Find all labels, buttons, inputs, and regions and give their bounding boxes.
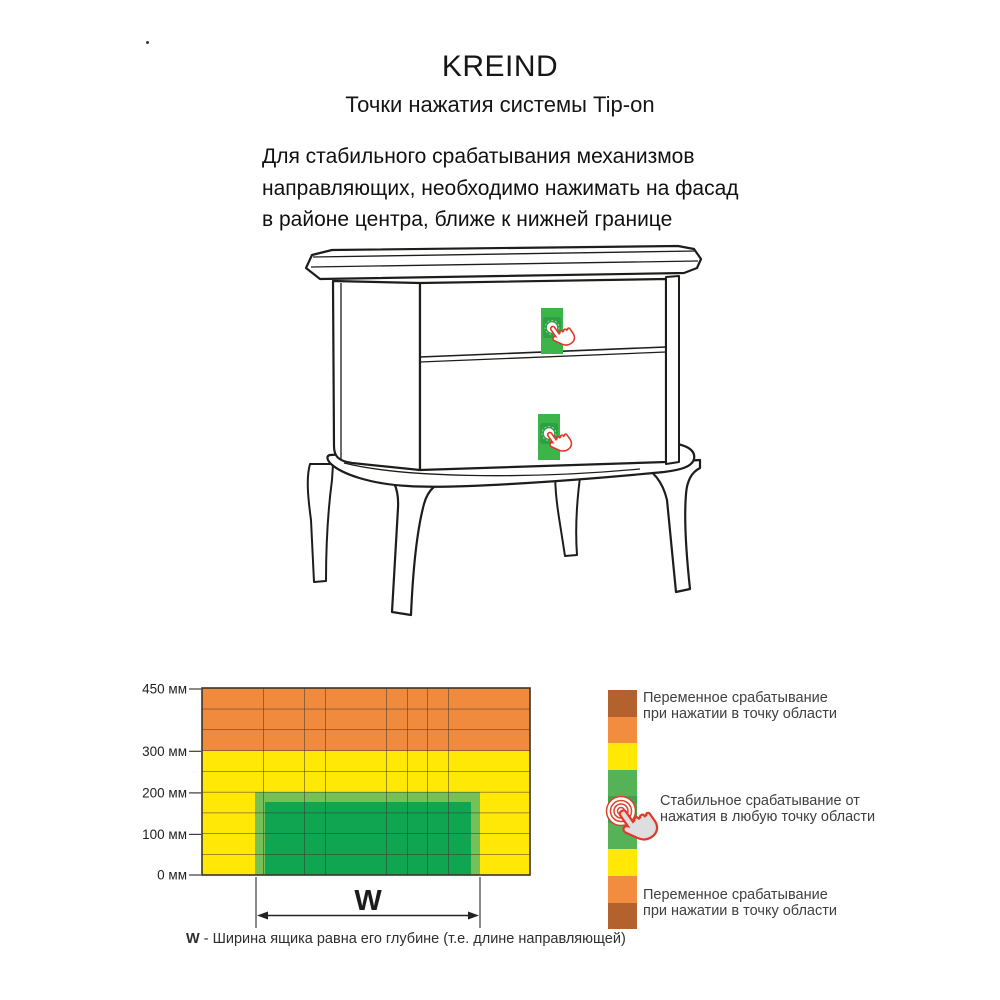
legend-label-stable: Стабильное срабатывание от нажатия в люб… (660, 793, 876, 825)
tick-label-100: 100 мм (142, 827, 187, 842)
grid-lines (202, 688, 530, 875)
tick-label-0: 0 мм (157, 868, 187, 883)
leg-back-left (306, 463, 334, 583)
press-zone-chart: 450 мм 300 мм 200 мм 100 мм 0 мм W (142, 682, 531, 928)
legend-seg-orange-top (608, 716, 637, 744)
intro-paragraph: Для стабильного срабатывания механизмов … (262, 141, 739, 236)
legend-seg-brown-bottom (608, 902, 637, 930)
tick-label-200: 200 мм (142, 785, 187, 800)
legend-seg-brown-top (608, 690, 637, 717)
caption-w: W (186, 931, 200, 947)
top-edge-line (312, 250, 697, 258)
legend-tap-icon (605, 795, 663, 850)
leg-front-right (636, 458, 702, 594)
leg-front-left (380, 464, 454, 617)
legend-label-line: Стабильное срабатывание от (660, 793, 860, 809)
side-panel (331, 279, 422, 472)
legend-label-line: Переменное срабатывание (643, 887, 828, 903)
tick-label-300: 300 мм (142, 744, 187, 759)
dimension-arrowhead-right (468, 911, 479, 920)
leg-back-right (554, 465, 582, 557)
ripple-ring-middle (609, 799, 633, 823)
base-rail-inner-line (343, 462, 641, 477)
intro-line-3: в районе центра, ближе к нижней границе (262, 208, 673, 231)
dimension-arrowhead-left (257, 911, 268, 920)
caption-text: - Ширина ящика равна его глубине (т.е. д… (199, 931, 626, 947)
legend-label-line: нажатия в любую точку области (660, 808, 876, 825)
top-crease-line (310, 260, 699, 268)
page-subtitle: Точки нажатия системы Tip-on (345, 92, 655, 117)
drawer-gap-line-lower (419, 351, 667, 363)
grid-border (201, 687, 531, 876)
legend-label-variable-bottom: Переменное срабатывание при нажатии в то… (643, 887, 837, 919)
legend-seg-green-top (608, 769, 637, 797)
legend-label-line: Переменное срабатывание (643, 690, 828, 706)
top-molding (304, 244, 703, 281)
legend-seg-yellow-top (608, 743, 637, 770)
legend-seg-orange-bottom (608, 875, 637, 903)
legend-label-line: при нажатии в точку области (643, 902, 837, 919)
nightstand-drawing (304, 244, 703, 617)
intro-line-1: Для стабильного срабатывания механизмов (262, 145, 695, 168)
legend-label-variable-top: Переменное срабатывание при нажатии в то… (643, 690, 837, 722)
page-header: KREIND Точки нажатия системы Tip-on (0, 50, 1000, 118)
width-label: W (354, 885, 382, 917)
chart-caption: W - Ширина ящика равна его глубине (т.е.… (186, 931, 626, 947)
right-stile (665, 275, 680, 465)
ripple-ring-outer (605, 795, 637, 827)
legend-seg-yellow-bottom (608, 849, 637, 876)
page-dot-artifact (146, 41, 149, 44)
brand-title: KREIND (441, 50, 559, 83)
intro-line-2: направляющих, необходимо нажимать на фас… (262, 176, 739, 200)
tick-label-450: 450 мм (142, 682, 187, 697)
legend-label-line: при нажатии в точку области (643, 705, 837, 722)
